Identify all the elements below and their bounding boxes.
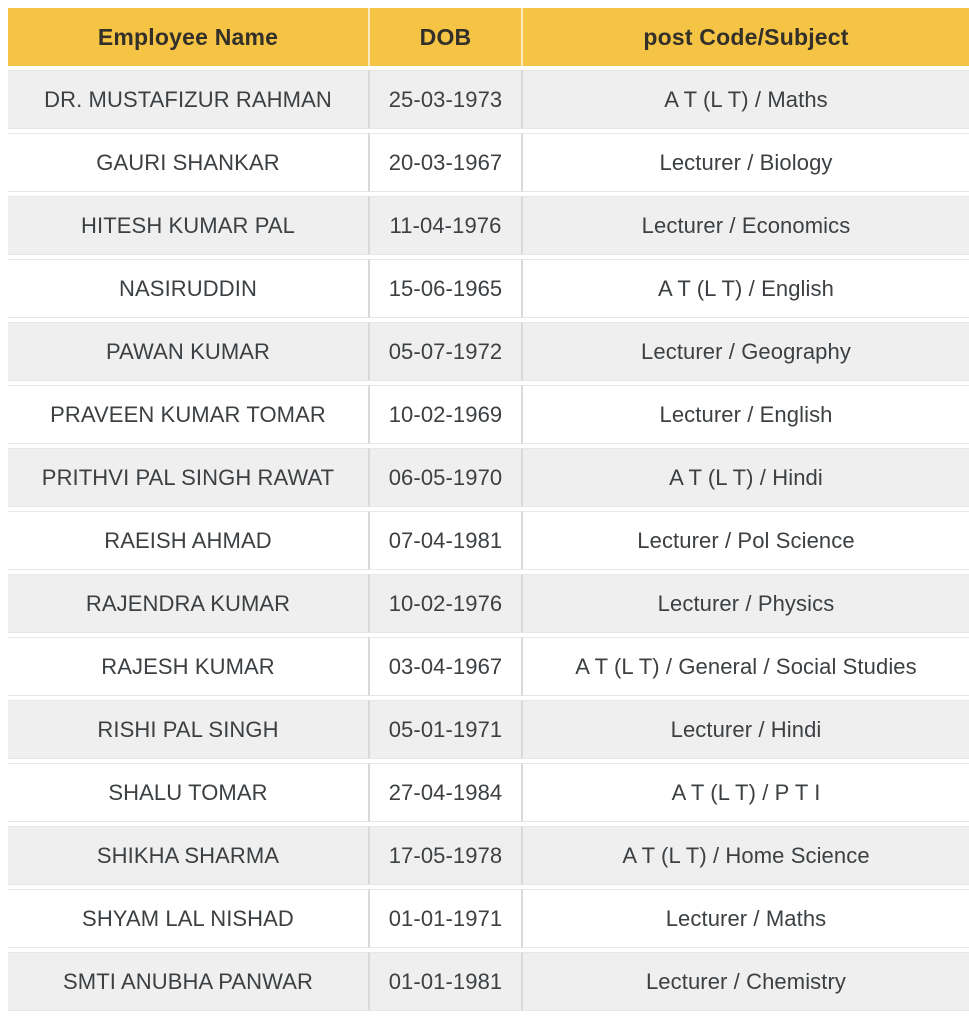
table-row: SHIKHA SHARMA 17-05-1978 A T (L T) / Home … xyxy=(8,826,969,885)
table-row: RAJENDRA KUMAR 10-02-1976 Lecturer / Physi… xyxy=(8,574,969,633)
cell-post: A T (L T) / English xyxy=(523,259,969,318)
cell-name: RISHI PAL SINGH xyxy=(8,700,370,759)
cell-post: Lecturer / Economics xyxy=(523,196,969,255)
cell-name: PAWAN KUMAR xyxy=(8,322,370,381)
table-row: PRITHVI PAL SINGH RAWAT 06-05-1970 A T (L … xyxy=(8,448,969,507)
cell-name: HITESH KUMAR PAL xyxy=(8,196,370,255)
cell-post: Lecturer / Chemistry xyxy=(523,952,969,1011)
cell-post: Lecturer / Hindi xyxy=(523,700,969,759)
table-row: SHALU TOMAR 27-04-1984 A T (L T) / P T I xyxy=(8,763,969,822)
cell-name: RAJESH KUMAR xyxy=(8,637,370,696)
table-row: RAJESH KUMAR 03-04-1967 A T (L T) / Genera… xyxy=(8,637,969,696)
cell-post: A T (L T) / P T I xyxy=(523,763,969,822)
cell-post: A T (L T) / Hindi xyxy=(523,448,969,507)
table-row: SHYAM LAL NISHAD 01-01-1971 Lecturer / Mat… xyxy=(8,889,969,948)
cell-post: Lecturer / Maths xyxy=(523,889,969,948)
cell-name: PRITHVI PAL SINGH RAWAT xyxy=(8,448,370,507)
cell-post: Lecturer / Physics xyxy=(523,574,969,633)
table-row: NASIRUDDIN 15-06-1965 A T (L T) / English xyxy=(8,259,969,318)
table-row: PAWAN KUMAR 05-07-1972 Lecturer / Geograph… xyxy=(8,322,969,381)
cell-dob: 20-03-1967 xyxy=(370,133,523,192)
cell-name: GAURI SHANKAR xyxy=(8,133,370,192)
cell-dob: 17-05-1978 xyxy=(370,826,523,885)
table-row: HITESH KUMAR PAL 11-04-1976 Lecturer / Eco… xyxy=(8,196,969,255)
cell-dob: 25-03-1973 xyxy=(370,70,523,129)
cell-dob: 10-02-1969 xyxy=(370,385,523,444)
cell-dob: 05-01-1971 xyxy=(370,700,523,759)
employee-table: Employee Name DOB post Code/Subject DR. … xyxy=(8,4,969,1015)
table-row: SMTI ANUBHA PANWAR 01-01-1981 Lecturer / C… xyxy=(8,952,969,1011)
column-header-employee-name: Employee Name xyxy=(8,8,370,66)
column-header-dob: DOB xyxy=(370,8,523,66)
cell-name: SHALU TOMAR xyxy=(8,763,370,822)
cell-post: Lecturer / Pol Science xyxy=(523,511,969,570)
cell-dob: 01-01-1981 xyxy=(370,952,523,1011)
cell-name: NASIRUDDIN xyxy=(8,259,370,318)
table-row: PRAVEEN KUMAR TOMAR 10-02-1969 Lecturer / … xyxy=(8,385,969,444)
cell-name: SHYAM LAL NISHAD xyxy=(8,889,370,948)
cell-dob: 11-04-1976 xyxy=(370,196,523,255)
table-body: DR. MUSTAFIZUR RAHMAN 25-03-1973 A T (L T)… xyxy=(8,70,969,1011)
cell-dob: 06-05-1970 xyxy=(370,448,523,507)
cell-name: DR. MUSTAFIZUR RAHMAN xyxy=(8,70,370,129)
column-header-post-code-subject: post Code/Subject xyxy=(523,8,969,66)
table-row: DR. MUSTAFIZUR RAHMAN 25-03-1973 A T (L T)… xyxy=(8,70,969,129)
cell-dob: 15-06-1965 xyxy=(370,259,523,318)
cell-dob: 03-04-1967 xyxy=(370,637,523,696)
cell-dob: 10-02-1976 xyxy=(370,574,523,633)
cell-post: Lecturer / Biology xyxy=(523,133,969,192)
cell-post: A T (L T) / Home Science xyxy=(523,826,969,885)
cell-post: Lecturer / Geography xyxy=(523,322,969,381)
cell-name: PRAVEEN KUMAR TOMAR xyxy=(8,385,370,444)
cell-name: RAEISH AHMAD xyxy=(8,511,370,570)
table-row: RAEISH AHMAD 07-04-1981 Lecturer / Pol Sci… xyxy=(8,511,969,570)
header-row: Employee Name DOB post Code/Subject xyxy=(8,8,969,66)
table-row: GAURI SHANKAR 20-03-1967 Lecturer / Biolog… xyxy=(8,133,969,192)
cell-dob: 01-01-1971 xyxy=(370,889,523,948)
cell-dob: 07-04-1981 xyxy=(370,511,523,570)
cell-name: SHIKHA SHARMA xyxy=(8,826,370,885)
cell-dob: 27-04-1984 xyxy=(370,763,523,822)
cell-post: A T (L T) / Maths xyxy=(523,70,969,129)
cell-post: A T (L T) / General / Social Studies xyxy=(523,637,969,696)
cell-post: Lecturer / English xyxy=(523,385,969,444)
cell-name: SMTI ANUBHA PANWAR xyxy=(8,952,370,1011)
cell-dob: 05-07-1972 xyxy=(370,322,523,381)
cell-name: RAJENDRA KUMAR xyxy=(8,574,370,633)
table-row: RISHI PAL SINGH 05-01-1971 Lecturer / Hind… xyxy=(8,700,969,759)
